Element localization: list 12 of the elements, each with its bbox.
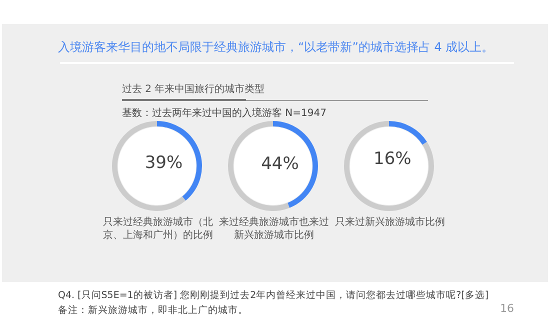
text: Q4. [只问S5E=1的被访者] 您刚刚提到过去2年内曾经来过中国，请问您都去过哪些城市呢?[多选]	[58, 289, 489, 302]
text: 只来过新兴旅游城市比例	[334, 216, 446, 229]
data-label: 44%	[261, 154, 299, 174]
data-label: 39%	[144, 153, 183, 174]
text: 只来过经典旅游城市（北京、上海和广州）的比例	[102, 216, 214, 242]
text: 16	[500, 302, 514, 315]
text: 备注：新兴旅游城市，即非北上广的城市。	[58, 304, 248, 317]
chart-subtitle: 过去 2 年来中国旅行的城市类型	[122, 82, 265, 96]
text: 入境游客来华目的地不局限于经典旅游城市，“以老带新”的城市选择占 4 成以上。	[58, 39, 494, 56]
data-label: 16%	[374, 149, 412, 170]
text: 来过经典旅游城市也来过新兴旅游城市比例	[218, 216, 330, 242]
text: 基数：过去两年来过中国的入境游客 N=1947	[122, 106, 326, 120]
